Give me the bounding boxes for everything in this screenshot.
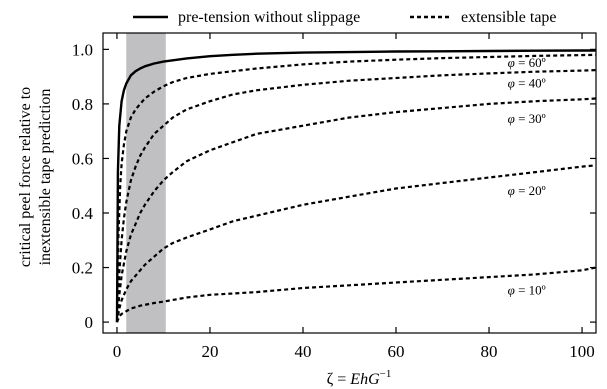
series-layer bbox=[115, 49, 597, 323]
annotation-0-symbol: φ bbox=[508, 55, 515, 70]
annotation-0: φ = 60º bbox=[508, 55, 546, 70]
legend-label-extensible: extensible tape bbox=[461, 9, 557, 26]
y-axis-title-line-2: inextensible tape prediction bbox=[37, 89, 54, 266]
y-tick-label-1: 0.2 bbox=[72, 259, 93, 278]
y-tick-label-0: 0 bbox=[85, 313, 94, 332]
annotation-4-value: = 10º bbox=[515, 283, 546, 298]
annotation-3-value: = 20º bbox=[515, 183, 546, 198]
series-line-3 bbox=[115, 97, 597, 323]
x-tick-label-2: 40 bbox=[294, 342, 311, 361]
x-tick-label-5: 100 bbox=[569, 342, 595, 361]
legend: pre-tension without slippage extensible … bbox=[133, 9, 557, 26]
annotation-1: φ = 40º bbox=[508, 75, 546, 90]
series-line-5 bbox=[115, 266, 597, 323]
annotation-2-value: = 30º bbox=[515, 111, 546, 126]
annotation-3: φ = 20º bbox=[508, 183, 546, 198]
x-tick-label-0: 0 bbox=[113, 342, 122, 361]
series-line-0 bbox=[115, 49, 596, 323]
annotation-2-symbol: φ bbox=[508, 111, 515, 126]
y-tick-label-2: 0.4 bbox=[72, 204, 94, 223]
y-axis-title-line-1: critical peel force relative to bbox=[17, 87, 34, 267]
axes-layer: 0 20 40 60 80 100 0 0.2 0.4 0.6 0.8 1.0 bbox=[72, 32, 597, 361]
annotation-4-symbol: φ bbox=[508, 283, 515, 298]
plot-frame bbox=[102, 32, 597, 334]
series-line-4 bbox=[115, 164, 597, 323]
annotation-1-symbol: φ bbox=[508, 75, 515, 90]
y-tick-label-5: 1.0 bbox=[72, 40, 93, 59]
annotation-2: φ = 30º bbox=[508, 111, 546, 126]
series-line-1 bbox=[115, 53, 597, 323]
y-tick-label-3: 0.6 bbox=[72, 149, 93, 168]
x-axis-title-main: EhG bbox=[349, 371, 380, 388]
x-axis-title: ζ = EhG−1 bbox=[327, 368, 392, 388]
annotation-3-symbol: φ bbox=[508, 183, 515, 198]
x-tick-label-3: 60 bbox=[388, 342, 405, 361]
annotation-4: φ = 10º bbox=[508, 283, 546, 298]
shaded-band bbox=[126, 33, 166, 333]
x-tick-label-1: 20 bbox=[201, 342, 218, 361]
series-line-2 bbox=[115, 69, 597, 323]
x-axis-title-sup: −1 bbox=[380, 368, 392, 380]
legend-label-pre-tension: pre-tension without slippage bbox=[178, 9, 360, 26]
annotation-1-value: = 40º bbox=[515, 75, 546, 90]
x-tick-label-4: 80 bbox=[481, 342, 498, 361]
y-tick-label-4: 0.8 bbox=[72, 95, 93, 114]
band-layer bbox=[126, 33, 166, 333]
x-axis-title-prefix: ζ = bbox=[327, 371, 351, 388]
annotation-0-value: = 60º bbox=[515, 55, 546, 70]
